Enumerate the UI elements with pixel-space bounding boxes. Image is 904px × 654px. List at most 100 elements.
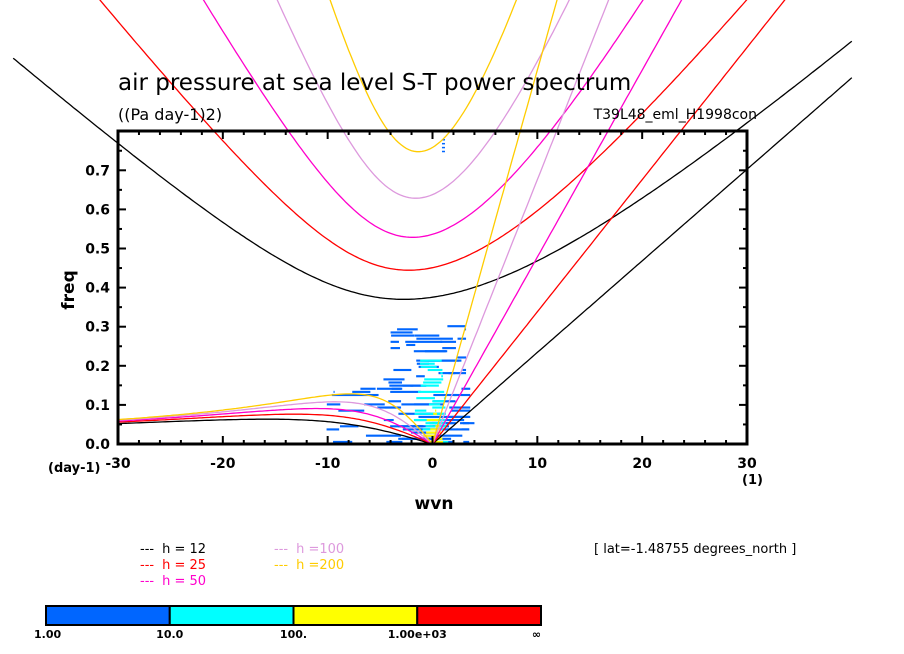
x-tick-label: -10 xyxy=(315,456,341,472)
heatmap-cell xyxy=(405,340,443,343)
x-tick-label: 10 xyxy=(528,456,548,472)
kelvin-curve-50 xyxy=(431,0,683,445)
heatmap-cell xyxy=(401,403,440,406)
heatmap-cell xyxy=(462,368,467,372)
latitude-note: [ lat=-1.48755 degrees_north ] xyxy=(594,542,796,557)
legend-label: --- h = 50 xyxy=(140,574,206,589)
heatmap-cell xyxy=(390,340,399,343)
heatmap-cell xyxy=(416,375,425,378)
x-tick-label: 30 xyxy=(737,456,757,472)
heatmap-cell xyxy=(419,362,435,365)
colorbar: 1.00 10.0 100. 1.00e+03 ∞ xyxy=(34,605,542,641)
rossby-curve-12 xyxy=(117,418,433,445)
heatmap-cell xyxy=(384,406,402,409)
heatmap-cell xyxy=(425,422,437,425)
heatmap-cell xyxy=(437,434,463,437)
heatmap-cell xyxy=(433,393,457,397)
legend-label: --- h = 12 xyxy=(140,542,206,557)
x-tick-label: 20 xyxy=(632,456,652,472)
heatmap-cell xyxy=(463,440,470,443)
heatmap-cell xyxy=(424,378,444,381)
heatmap-cell xyxy=(376,387,403,390)
rossby-curve-25 xyxy=(117,413,433,445)
heatmap-cell xyxy=(420,359,442,362)
heatmap-cell xyxy=(441,437,443,440)
heatmap-cell xyxy=(426,431,441,434)
heatmap-cell xyxy=(333,440,353,443)
heatmap-cell xyxy=(365,434,402,437)
heatmap-cell xyxy=(388,381,403,384)
chart-title: air pressure at sea level S-T power spec… xyxy=(118,70,631,96)
y-tick-label: 0.3 xyxy=(85,320,110,336)
rossby-curve-50 xyxy=(117,407,433,445)
x-tick-label: -30 xyxy=(105,456,131,472)
heatmap-cell xyxy=(428,403,441,406)
y-tick-label: 0.2 xyxy=(85,359,110,375)
heatmap-cell xyxy=(393,368,412,372)
heatmap-cell xyxy=(431,418,465,422)
x-axis-label: wvn xyxy=(415,494,454,514)
colorbar-swatch xyxy=(45,605,171,626)
heatmap-cell xyxy=(397,328,418,331)
heatmap-cell xyxy=(420,384,439,387)
heatmap-cell xyxy=(450,415,469,418)
heatmap-cell xyxy=(460,422,470,425)
heatmap-cell xyxy=(339,425,359,428)
plot-frame xyxy=(116,129,749,446)
heatmap-cell xyxy=(440,425,447,428)
heatmap-cell xyxy=(390,331,413,334)
heatmap-cell xyxy=(401,437,419,440)
heatmap-cell xyxy=(414,409,427,412)
legend-item-h200: --- h =200 xyxy=(274,558,344,573)
legend-item-h12: --- h = 12 xyxy=(140,542,206,557)
ig-curve-50 xyxy=(202,0,644,238)
heatmap-cell xyxy=(449,406,471,409)
y-unit-label: (day-1) xyxy=(48,461,100,476)
heatmap-cell xyxy=(406,343,416,347)
heatmap-cell xyxy=(440,340,457,343)
heatmap-cell xyxy=(410,384,426,387)
heatmap-cell xyxy=(390,390,421,393)
heatmap-cell xyxy=(333,390,335,393)
colorbar-swatch xyxy=(416,605,542,626)
power-spectrum-heatmap xyxy=(326,139,475,443)
heatmap-cell xyxy=(432,406,446,409)
heatmap-cell xyxy=(352,390,371,393)
kelvin-curve-12 xyxy=(432,77,853,445)
y-tick-label: 0.0 xyxy=(85,437,110,453)
y-tick-label: 0.7 xyxy=(85,163,110,179)
heatmap-cell xyxy=(430,428,441,431)
heatmap-cell xyxy=(453,393,471,397)
colorbar-label: 10.0 xyxy=(156,628,183,641)
heatmap-cell xyxy=(443,397,445,400)
heatmap-cell xyxy=(441,375,443,378)
heatmap-cell xyxy=(411,431,430,434)
heatmap-cell xyxy=(424,350,448,353)
colorbar-swatch xyxy=(292,605,419,626)
heatmap-cell xyxy=(391,334,415,337)
colorbar-label: ∞ xyxy=(532,628,541,641)
ig-curve-200 xyxy=(329,0,518,153)
ig-curve-12 xyxy=(12,40,853,300)
heatmap-cell xyxy=(409,425,421,428)
heatmap-cell xyxy=(386,440,403,443)
heatmap-cell xyxy=(402,428,417,431)
heatmap-cell xyxy=(441,150,445,153)
heatmap-cell xyxy=(417,390,445,393)
heatmap-cell xyxy=(414,334,440,337)
heatmap-cell xyxy=(420,359,428,362)
heatmap-cell xyxy=(441,139,445,141)
heatmap-cell xyxy=(388,400,402,403)
kelvin-curve-200 xyxy=(431,0,558,445)
heatmap-cell xyxy=(418,415,443,418)
legend-item-h50: --- h = 50 xyxy=(140,574,206,589)
dispersion-curves xyxy=(12,0,853,445)
heatmap-cell xyxy=(461,428,470,431)
heatmap-cell xyxy=(448,372,467,375)
legend-item-h25: --- h = 25 xyxy=(140,558,206,573)
x-unit-label: (1) xyxy=(742,473,763,488)
heatmap-cell xyxy=(439,422,453,425)
legend: --- h = 12 --- h = 25 --- h = 50 --- h =100 … xyxy=(140,542,344,589)
y-tick-label: 0.5 xyxy=(85,242,110,258)
